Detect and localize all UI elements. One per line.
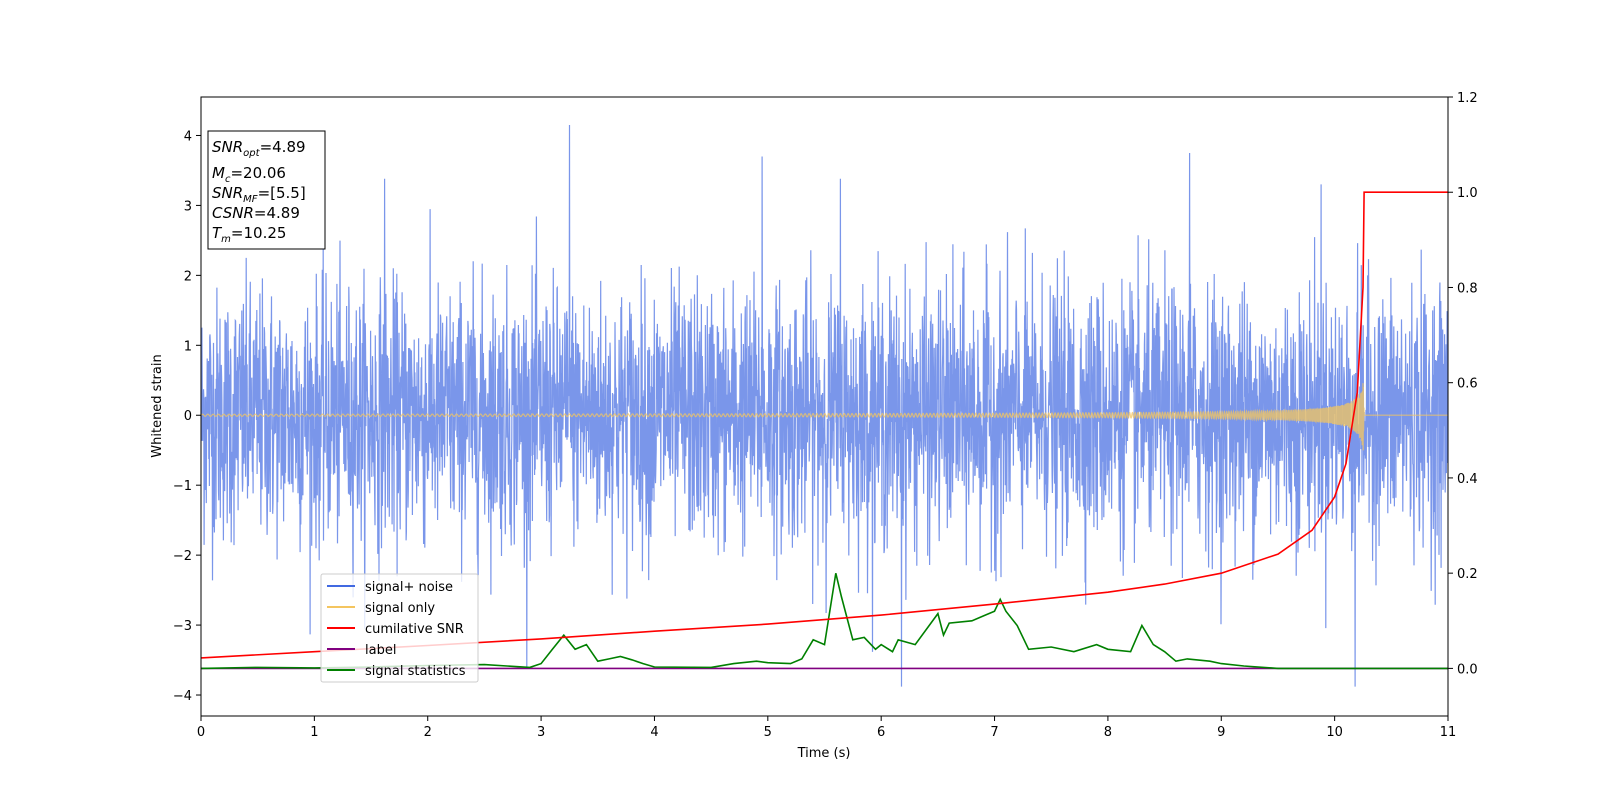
x-tick-label: 11 — [1440, 725, 1457, 740]
legend: signal+ noise signal only cumilative SNR… — [320, 573, 479, 683]
series-signal-statistics-line — [201, 573, 1448, 670]
legend-label-label: label — [365, 643, 396, 658]
x-tick-label: 5 — [764, 725, 772, 740]
y2-tick-label: 0.2 — [1457, 567, 1478, 582]
series-signal-noise-line — [201, 124, 1448, 687]
y-tick-label: 4 — [184, 129, 192, 144]
y-tick-label: 0 — [184, 409, 192, 424]
y2-tick-label: 1.0 — [1457, 186, 1478, 201]
annotation-line-3: SNRMF=[5.5] — [212, 184, 306, 205]
y2-tick-label: 0.4 — [1457, 472, 1478, 487]
axes-frame — [200, 96, 1449, 717]
y2-tick-label: 0.8 — [1457, 281, 1478, 296]
series-cumulative-snr-line — [201, 191, 1448, 659]
legend-label-signal-noise: signal+ noise — [365, 580, 453, 595]
annotation-line-2: Mc=20.06 — [212, 164, 286, 185]
x-tick-label: 6 — [877, 725, 885, 740]
annotation-box: SNRopt=4.89 Mc=20.06 SNRMF=[5.5] CSNR=4.… — [207, 130, 326, 250]
y-tick-label: 1 — [184, 339, 192, 354]
x-tick-label: 1 — [310, 725, 318, 740]
legend-label-signal-statistics: signal statistics — [365, 664, 466, 679]
x-tick-label: 2 — [424, 725, 432, 740]
y2-tick-label: 1.2 — [1457, 91, 1478, 106]
x-tick-label: 8 — [1104, 725, 1112, 740]
y-axis-label: Whitened strain — [150, 354, 165, 457]
y-tick-label: −2 — [173, 549, 192, 564]
series-signal-only-line — [201, 383, 1448, 451]
x-tick-label: 0 — [197, 725, 205, 740]
x-tick-label: 9 — [1217, 725, 1225, 740]
y-axis-left: 4 3 2 1 0 −1 −2 −3 −4 — [173, 129, 201, 704]
y2-tick-label: 0.0 — [1457, 662, 1478, 677]
x-tick-label: 10 — [1326, 725, 1343, 740]
legend-label-cumulative-snr: cumilative SNR — [365, 622, 464, 637]
y-tick-label: −1 — [173, 479, 192, 494]
y-axis-right: 1.2 1.0 0.8 0.6 0.4 0.2 0.0 — [1448, 91, 1478, 677]
y-tick-label: 2 — [184, 269, 192, 284]
annotation-line-1: SNRopt=4.89 — [212, 138, 306, 159]
y-tick-label: 3 — [184, 199, 192, 214]
x-axis: 0 1 2 3 4 5 6 7 8 9 10 11 — [197, 716, 1456, 740]
y2-tick-label: 0.6 — [1457, 377, 1478, 392]
x-tick-label: 7 — [990, 725, 998, 740]
annotation-line-4: CSNR=4.89 — [212, 204, 300, 222]
x-axis-label: Time (s) — [797, 746, 851, 761]
x-tick-label: 4 — [650, 725, 658, 740]
legend-label-signal-only: signal only — [365, 601, 435, 616]
y-tick-label: −4 — [173, 689, 192, 704]
annotation-line-5: Tm=10.25 — [212, 224, 286, 245]
y-tick-label: −3 — [173, 619, 192, 634]
x-tick-label: 3 — [537, 725, 545, 740]
